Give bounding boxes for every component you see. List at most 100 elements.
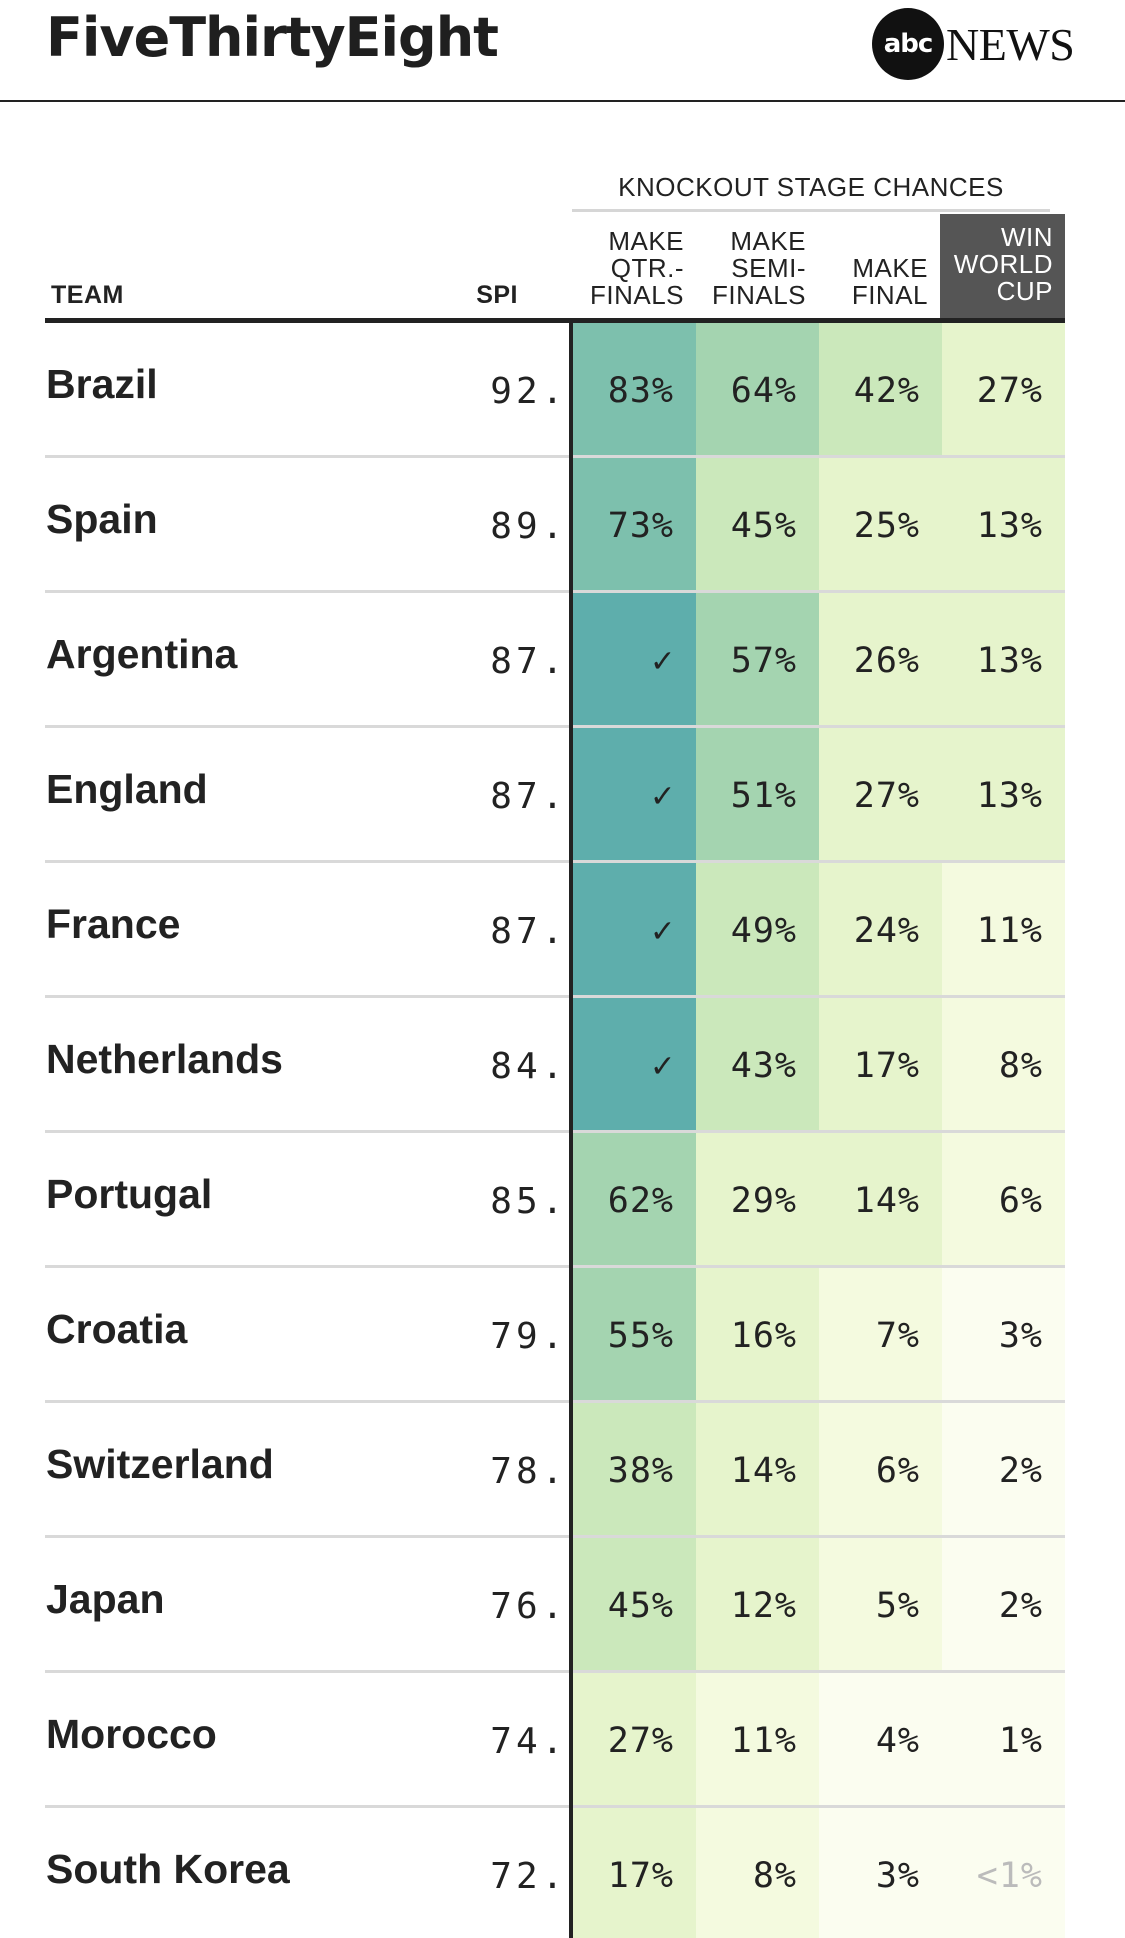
row-divider [45,995,1065,998]
abc-badge: abc [872,8,944,80]
final-chance-cell: 42% [819,323,942,458]
news-wordmark: NEWS [946,18,1075,70]
win-chance-cell: 13% [942,458,1065,593]
row-divider [45,1670,1065,1673]
final-chance-cell: 17% [819,998,942,1133]
top-bar: FiveThirtyEight abc NEWS [0,0,1125,102]
win-chance-cell: <1% [942,1808,1065,1938]
knockout-divider [569,318,573,1938]
brand-logo[interactable]: FiveThirtyEight [46,6,499,69]
qf-chance-cell: 17% [573,1808,696,1938]
table-row: South Korea 72.7 17% 8% 3% <1% [45,1808,1065,1938]
qf-header-line: QTR.- [610,253,684,283]
header-rule [45,318,1065,323]
final-chance-cell: 24% [819,863,942,998]
spi-value: 74.4 [490,1721,593,1762]
qf-chance-cell: 45% [573,1538,696,1673]
qf-chance-cell: ✓ [573,863,696,998]
qf-chance-cell: 27% [573,1673,696,1808]
sf-chance-cell: 29% [696,1133,819,1268]
team-name: Argentina [46,631,238,677]
team-name: Japan [46,1576,165,1622]
sf-chance-cell: 16% [696,1268,819,1403]
table-row: France 87.5 ✓ 49% 24% 11% [45,863,1065,998]
team-name: Brazil [46,361,158,407]
final-chance-cell: 4% [819,1673,942,1808]
team-name: England [46,766,208,812]
qf-chance-cell: ✓ [573,998,696,1133]
final-chance-cell: 27% [819,728,942,863]
sf-chance-cell: 12% [696,1538,819,1673]
sf-chance-cell: 14% [696,1403,819,1538]
spi-value: 87.3 [490,641,593,682]
sf-chance-cell: 64% [696,323,819,458]
sf-header-line: MAKE [730,226,806,256]
win-chance-cell: 2% [942,1403,1065,1538]
sf-chance-cell: 49% [696,863,819,998]
spi-value: 87.5 [490,911,593,952]
qf-header-line: MAKE [608,226,684,256]
qf-chance-cell: 83% [573,323,696,458]
team-column-header: TEAM [51,282,124,309]
win-chance-cell: 27% [942,323,1065,458]
qf-chance-cell: ✓ [573,593,696,728]
table-row: Spain 89.2 73% 45% 25% 13% [45,458,1065,593]
spi-value: 78.5 [490,1451,593,1492]
sf-header-line: FINALS [711,280,806,310]
team-name: Croatia [46,1306,188,1352]
team-name: Morocco [46,1711,217,1757]
win-chance-cell: 3% [942,1268,1065,1403]
table-row: Japan 76.1 45% 12% 5% 2% [45,1538,1065,1673]
team-name: France [46,901,181,947]
final-chance-cell: 26% [819,593,942,728]
table-row: Croatia 79.1 55% 16% 7% 3% [45,1268,1065,1403]
final-chance-cell: 14% [819,1133,942,1268]
table-row: Portugal 85.8 62% 29% 14% 6% [45,1133,1065,1268]
team-name: Netherlands [46,1036,283,1082]
table-row: Switzerland 78.5 38% 14% 6% 2% [45,1403,1065,1538]
sf-chance-cell: 11% [696,1673,819,1808]
spi-value: 76.1 [490,1586,593,1627]
win-chance-cell: 13% [942,593,1065,728]
abc-news-logo[interactable]: abc NEWS [872,8,1075,80]
qf-column-header: MAKE QTR.- FINALS [573,228,684,309]
final-chance-cell: 3% [819,1808,942,1938]
spi-value: 72.7 [490,1856,593,1897]
qf-header-line: FINALS [589,280,684,310]
row-divider [45,725,1065,728]
win-header-line: CUP [996,276,1053,306]
row-divider [45,590,1065,593]
row-divider [45,455,1065,458]
spi-value: 84.2 [490,1046,593,1087]
row-divider [45,1130,1065,1133]
sf-chance-cell: 45% [696,458,819,593]
qf-chance-cell: 38% [573,1403,696,1538]
win-chance-cell: 1% [942,1673,1065,1808]
team-name: Spain [46,496,158,542]
win-chance-cell: 2% [942,1538,1065,1673]
final-chance-cell: 6% [819,1403,942,1538]
sf-chance-cell: 57% [696,593,819,728]
spi-header-label: SPI [476,281,518,309]
sf-chance-cell: 8% [696,1808,819,1938]
team-name: Switzerland [46,1441,274,1487]
spi-value: 79.1 [490,1316,593,1357]
win-column-header: WIN WORLD CUP [940,214,1065,320]
sf-column-header: MAKE SEMI- FINALS [696,228,806,309]
win-header-line: WIN [1000,222,1053,252]
final-header-line: FINAL [851,280,928,310]
table-row: Morocco 74.4 27% 11% 4% 1% [45,1673,1065,1808]
qf-chance-cell: 62% [573,1133,696,1268]
final-chance-cell: 5% [819,1538,942,1673]
win-chance-cell: 8% [942,998,1065,1133]
team-header-label: TEAM [51,281,124,309]
qf-chance-cell: 55% [573,1268,696,1403]
win-chance-cell: 6% [942,1133,1065,1268]
row-divider [45,1400,1065,1403]
row-divider [45,1265,1065,1268]
sf-chance-cell: 43% [696,998,819,1133]
team-name: South Korea [46,1846,290,1892]
win-header-line: WORLD [953,249,1053,279]
table-row: Netherlands 84.2 ✓ 43% 17% 8% [45,998,1065,1133]
final-header-line: MAKE [852,253,928,283]
